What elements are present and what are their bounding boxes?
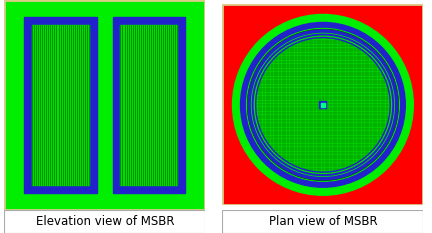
Bar — [321, 103, 325, 107]
Circle shape — [232, 14, 413, 195]
Bar — [319, 101, 327, 108]
Bar — [121, 25, 178, 185]
Text: Plan view of MSBR: Plan view of MSBR — [269, 215, 377, 228]
Circle shape — [241, 23, 405, 187]
Bar — [113, 17, 185, 193]
Circle shape — [247, 28, 399, 181]
Bar — [32, 25, 89, 185]
Text: Elevation view of MSBR: Elevation view of MSBR — [35, 215, 174, 228]
Bar — [25, 17, 97, 193]
Circle shape — [254, 37, 391, 173]
